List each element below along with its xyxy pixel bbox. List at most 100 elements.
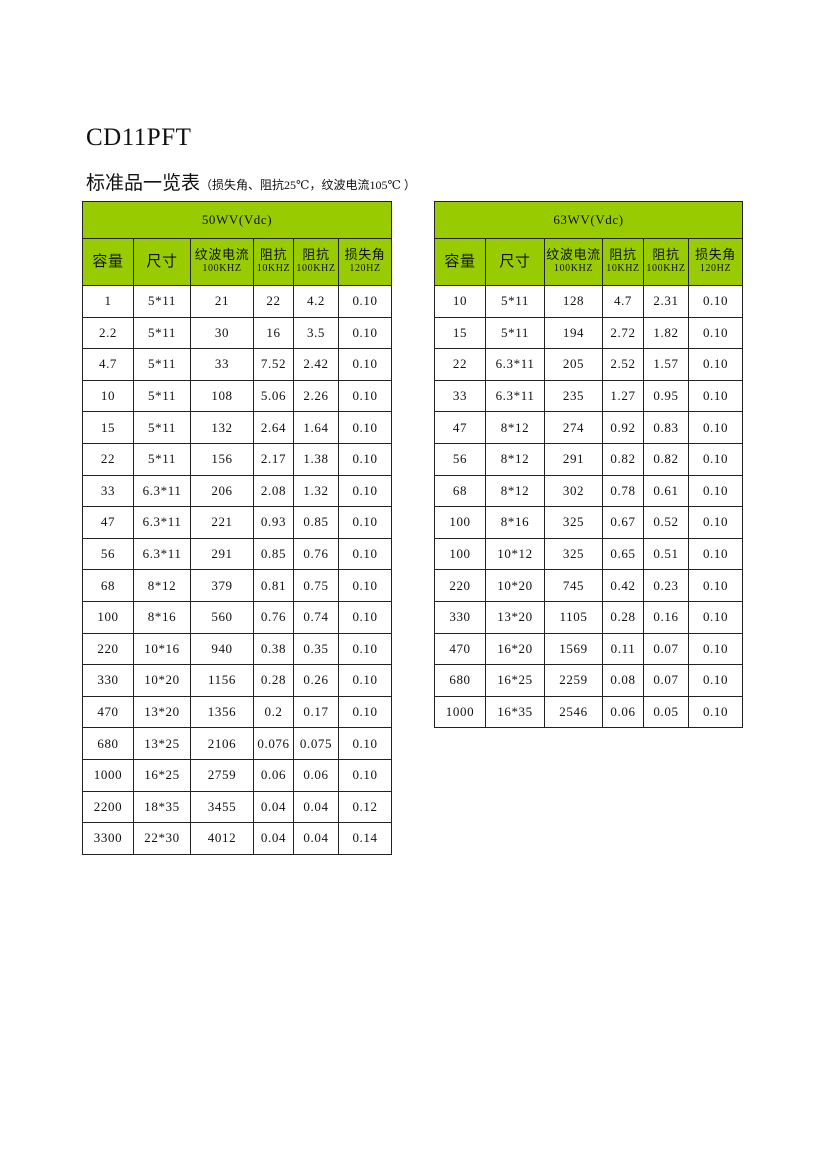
cell-ripple-current: 325 (544, 506, 603, 539)
table-row: 47 6.3*11 221 0.93 0.85 0.10 (82, 506, 393, 539)
cell-ripple-current: 2106 (190, 727, 254, 760)
column-header-sub: 100KHZ (646, 263, 686, 274)
cell-impedance-100khz: 0.51 (643, 537, 689, 571)
column-header-label: 阻抗 (259, 247, 288, 262)
cell-size: 10*20 (485, 569, 545, 602)
cell-impedance-100khz: 0.83 (643, 411, 689, 444)
cell-size: 13*25 (133, 727, 191, 760)
cell-capacitance: 680 (434, 664, 486, 697)
column-header-label: 损失角 (344, 247, 386, 262)
cell-impedance-100khz: 1.82 (643, 316, 689, 350)
cell-impedance-100khz: 0.04 (293, 822, 339, 855)
cell-size: 8*12 (485, 442, 545, 476)
table-row: 330 13*20 1105 0.28 0.16 0.10 (434, 600, 744, 634)
cell-impedance-100khz: 0.61 (643, 474, 689, 508)
column-header-capacitance: 容量 (82, 238, 134, 286)
cell-capacitance: 100 (434, 537, 486, 571)
column-header-size: 尺寸 (133, 238, 191, 286)
cell-impedance-10khz: 0.78 (602, 474, 644, 508)
cell-size: 5*11 (133, 379, 191, 413)
cell-capacitance: 33 (434, 379, 486, 413)
cell-size: 5*11 (485, 316, 545, 350)
cell-dissipation-factor: 0.10 (337, 411, 393, 444)
cell-impedance-10khz: 16 (253, 316, 294, 350)
cell-dissipation-factor: 0.10 (337, 664, 393, 697)
cell-size: 10*16 (133, 632, 191, 666)
table-row: 2.2 5*11 30 16 3.5 0.10 (82, 316, 393, 350)
cell-dissipation-factor: 0.10 (337, 348, 393, 381)
cell-ripple-current: 274 (544, 411, 603, 444)
column-header-sub: 10KHZ (606, 263, 640, 274)
cell-impedance-100khz: 1.32 (293, 474, 339, 508)
cell-impedance-100khz: 0.07 (643, 664, 689, 697)
cell-impedance-10khz: 0.65 (602, 537, 644, 571)
cell-ripple-current: 206 (190, 474, 254, 508)
cell-impedance-10khz: 0.04 (253, 790, 294, 824)
table-row: 56 6.3*11 291 0.85 0.76 0.10 (82, 537, 393, 571)
cell-capacitance: 47 (82, 506, 134, 539)
cell-capacitance: 22 (82, 442, 134, 476)
cell-impedance-100khz: 0.75 (293, 569, 339, 602)
cell-impedance-100khz: 0.05 (643, 695, 689, 729)
cell-capacitance: 68 (82, 569, 134, 602)
cell-size: 10*20 (133, 664, 191, 697)
voltage-header-row: 50WV(Vdc) (81, 201, 393, 239)
column-header-sub: 120HZ (349, 263, 381, 274)
cell-capacitance: 10 (434, 285, 486, 318)
cell-capacitance: 33 (82, 474, 134, 508)
cell-impedance-10khz: 0.08 (602, 664, 644, 697)
cell-impedance-10khz: 0.67 (602, 506, 644, 539)
cell-dissipation-factor: 0.10 (337, 379, 393, 413)
column-header-sub: 10KHZ (256, 263, 291, 274)
column-header-label: 阻抗 (302, 247, 330, 262)
table-row: 68 8*12 302 0.78 0.61 0.10 (434, 474, 744, 508)
cell-ripple-current: 379 (190, 569, 254, 602)
cell-ripple-current: 128 (544, 285, 603, 318)
cell-impedance-100khz: 1.64 (293, 411, 339, 444)
cell-capacitance: 220 (434, 569, 486, 602)
cell-impedance-10khz: 0.76 (253, 600, 294, 634)
cell-impedance-10khz: 0.076 (253, 727, 294, 760)
cell-impedance-100khz: 0.74 (293, 600, 339, 634)
column-header-label: 阻抗 (609, 247, 637, 262)
voltage-header: 50WV(Vdc) (81, 201, 393, 239)
cell-ripple-current: 2546 (544, 695, 603, 729)
table-row: 2200 18*35 3455 0.04 0.04 0.12 (82, 790, 393, 824)
cell-impedance-10khz: 0.28 (253, 664, 294, 697)
cell-capacitance: 2200 (82, 790, 134, 824)
cell-capacitance: 15 (434, 316, 486, 350)
cell-ripple-current: 745 (544, 569, 603, 602)
cell-ripple-current: 560 (190, 600, 254, 634)
cell-impedance-10khz: 0.93 (253, 506, 294, 539)
cell-size: 6.3*11 (133, 506, 191, 539)
cell-impedance-10khz: 0.2 (253, 695, 294, 729)
cell-dissipation-factor: 0.10 (337, 506, 393, 539)
cell-capacitance: 15 (82, 411, 134, 444)
table-63wv: 63WV(Vdc) 容量 尺寸 纹波电流 100KHZ 阻抗 10KHZ 阻抗 100KHZ 损失… (433, 201, 744, 729)
cell-size: 10*12 (485, 537, 545, 571)
cell-impedance-10khz: 2.64 (253, 411, 294, 444)
cell-dissipation-factor: 0.10 (687, 664, 744, 697)
cell-capacitance: 330 (82, 664, 134, 697)
cell-capacitance: 100 (434, 506, 486, 539)
cell-impedance-10khz: 7.52 (253, 348, 294, 381)
cell-dissipation-factor: 0.10 (337, 442, 393, 476)
cell-dissipation-factor: 0.14 (337, 822, 393, 855)
cell-ripple-current: 1105 (544, 600, 603, 634)
cell-capacitance: 4.7 (82, 348, 134, 381)
cell-capacitance: 330 (434, 600, 486, 634)
cell-capacitance: 22 (434, 348, 486, 381)
cell-size: 6.3*11 (485, 379, 545, 413)
cell-capacitance: 220 (82, 632, 134, 666)
table-row: 47 8*12 274 0.92 0.83 0.10 (434, 411, 744, 444)
cell-impedance-100khz: 0.17 (293, 695, 339, 729)
cell-dissipation-factor: 0.10 (687, 632, 744, 666)
cell-impedance-100khz: 4.2 (293, 285, 339, 318)
column-header-label: 纹波电流 (194, 247, 250, 262)
table-row: 1 5*11 21 22 4.2 0.10 (82, 285, 393, 318)
cell-impedance-100khz: 1.57 (643, 348, 689, 381)
cell-size: 5*11 (133, 411, 191, 444)
column-header-row: 容量 尺寸 纹波电流 100KHZ 阻抗 10KHZ 阻抗 100KHZ 损失角 120HZ (434, 238, 744, 286)
cell-impedance-10khz: 0.38 (253, 632, 294, 666)
cell-impedance-10khz: 2.72 (602, 316, 644, 350)
